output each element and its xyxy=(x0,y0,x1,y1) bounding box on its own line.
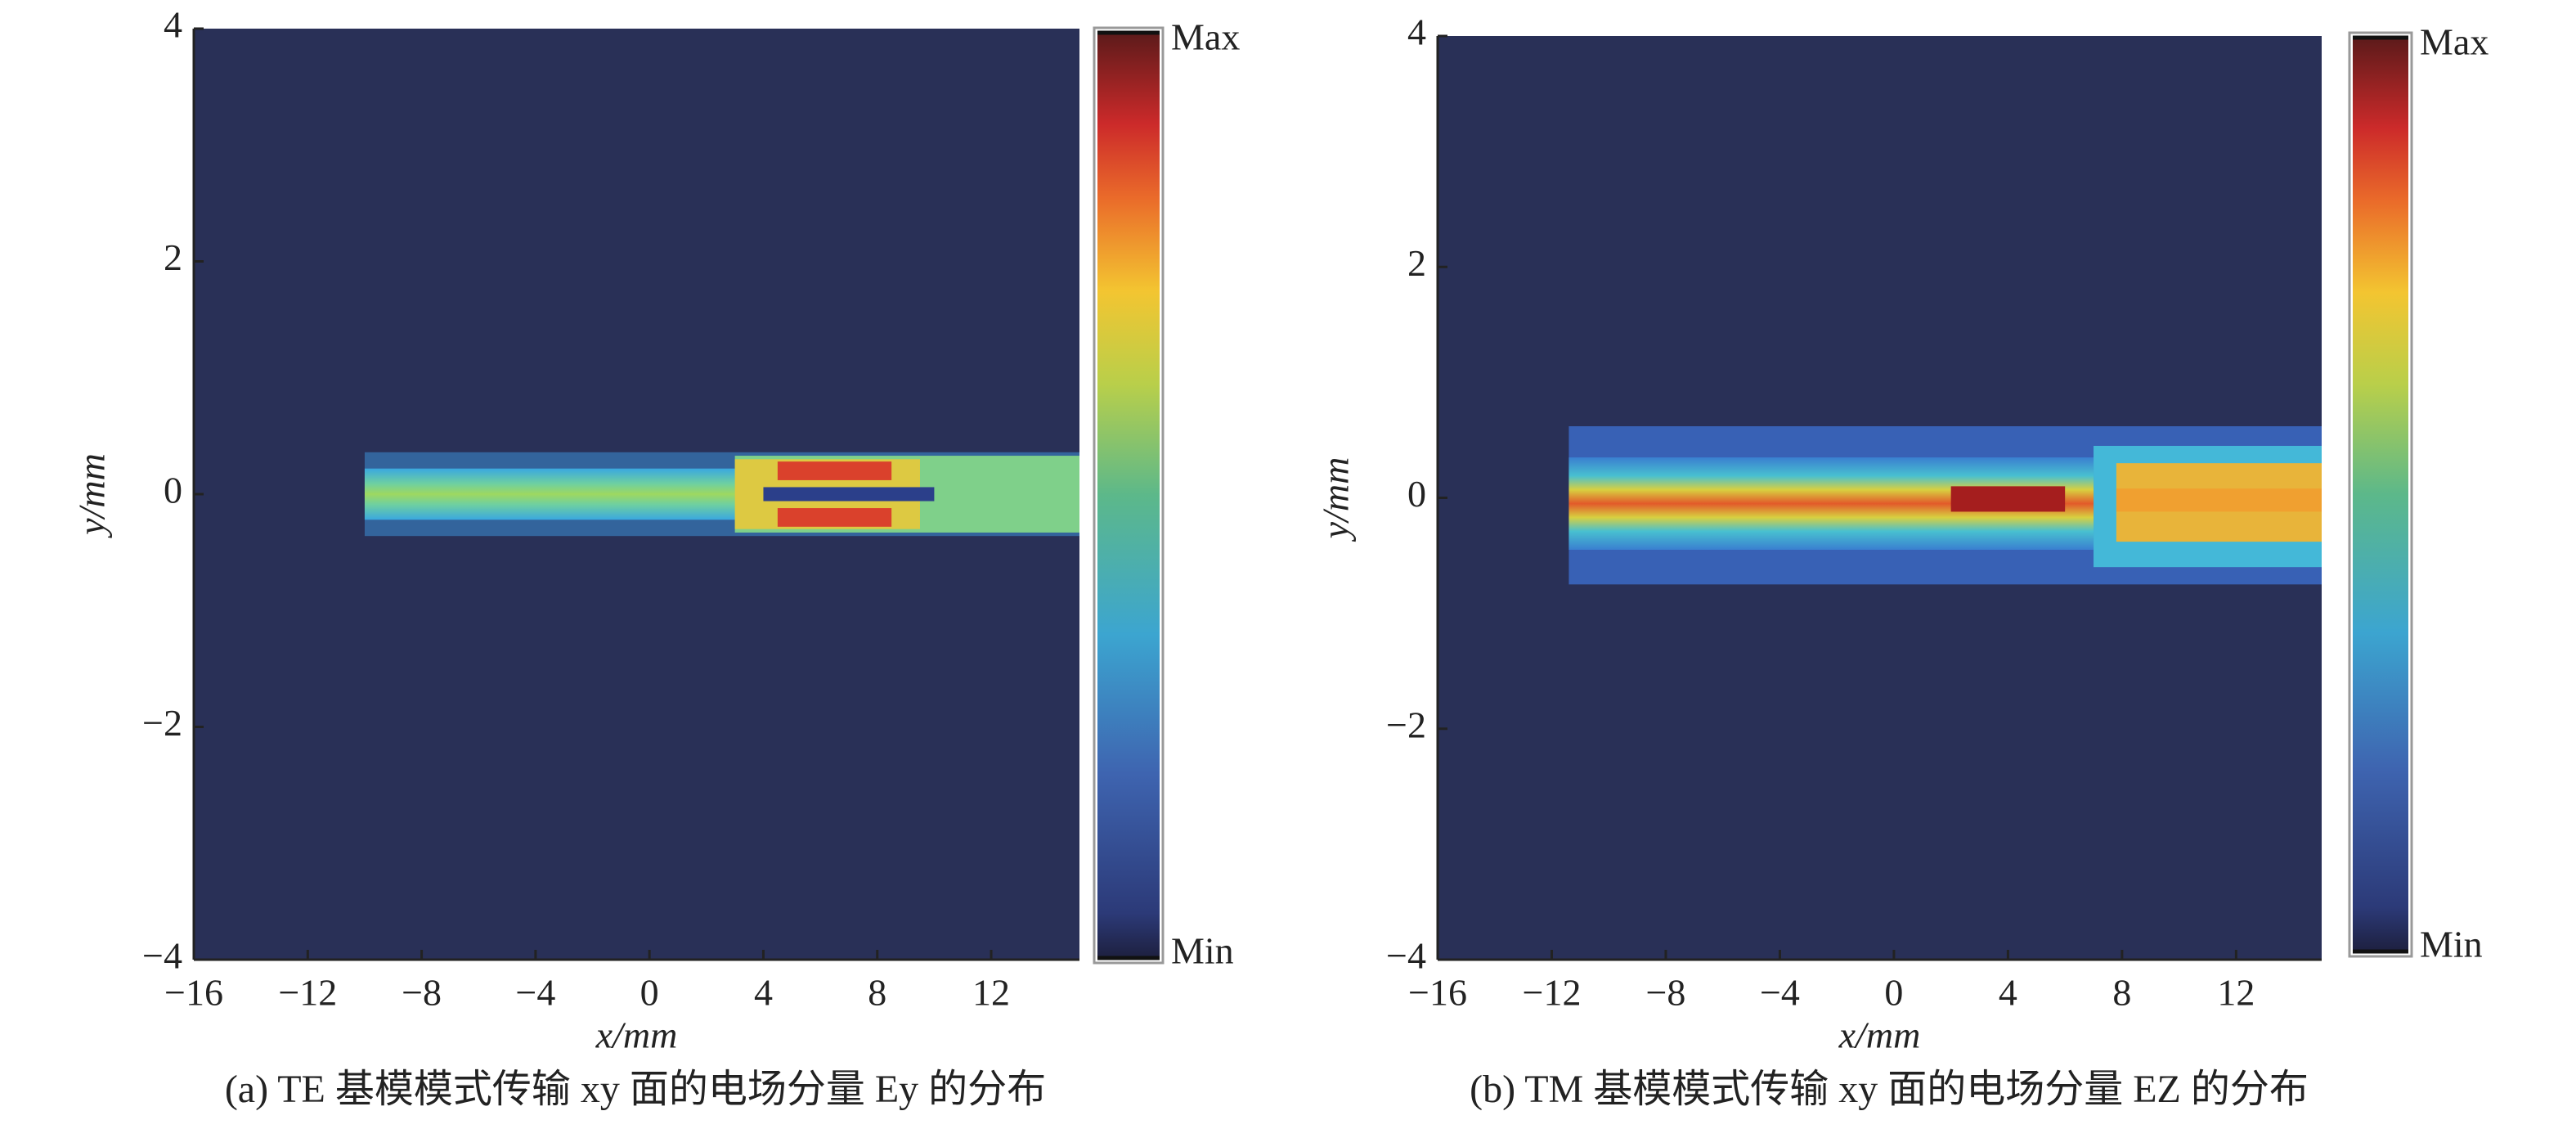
x-tick-label: −8 xyxy=(1645,972,1685,1014)
x-tick-label: 8 xyxy=(868,972,886,1014)
y-tick-label: 2 xyxy=(164,236,182,278)
colorbar-min-label: Min xyxy=(1171,930,1234,972)
x-tick-label: 8 xyxy=(2112,972,2131,1014)
y-tick-label: 4 xyxy=(1407,11,1426,53)
y-tick-label: −2 xyxy=(142,702,182,744)
x-tick-label: −12 xyxy=(1523,972,1582,1014)
x-tick-label: 0 xyxy=(640,972,659,1014)
x-tick-label: −4 xyxy=(515,972,555,1014)
x-tick-label: 0 xyxy=(1884,972,1903,1014)
colorbar-max-label: Max xyxy=(2420,21,2488,63)
colorbar-max-label: Max xyxy=(1171,16,1240,58)
field-region xyxy=(777,508,892,527)
y-axis-label: y/mm xyxy=(1315,457,1357,542)
y-tick-label: −2 xyxy=(1386,704,1426,745)
y-tick-label: 0 xyxy=(1407,473,1426,515)
y-tick-label: −4 xyxy=(142,935,182,977)
colorbar xyxy=(2353,36,2408,953)
x-axis-label: x/mm xyxy=(595,1014,678,1056)
field-region xyxy=(1950,486,2066,512)
field-region xyxy=(2116,488,2322,512)
x-axis-label: x/mm xyxy=(1838,1014,1921,1056)
x-tick-label: 4 xyxy=(1999,972,2017,1014)
x-tick-label: 12 xyxy=(972,972,1010,1014)
x-tick-label: 4 xyxy=(754,972,773,1014)
x-tick-label: −4 xyxy=(1760,972,1800,1014)
y-tick-label: 0 xyxy=(164,470,182,511)
x-tick-label: −8 xyxy=(402,972,442,1014)
colorbar-min-label: Min xyxy=(2420,924,2483,965)
x-tick-label: −12 xyxy=(278,972,337,1014)
x-tick-label: −16 xyxy=(164,972,223,1014)
y-axis-label: y/mm xyxy=(71,453,113,538)
caption: (b) TM 基模模式传输 xy 面的电场分量 EZ 的分布 xyxy=(1470,1068,2309,1111)
chart-panel: −16 −12 −8 −4 0 4 8 12 −4 −2 0 2 4 x/mm y/mm Max Min (a) … xyxy=(71,4,1241,1111)
colorbar xyxy=(1097,31,1160,960)
y-tick-label: −4 xyxy=(1386,935,1426,977)
x-tick-label: −16 xyxy=(1408,972,1467,1014)
chart-panel: −16 −12 −8 −4 0 4 8 12 −4 −2 0 2 4 x/mm y/mm Max Min (b) … xyxy=(1315,11,2489,1111)
y-tick-label: 2 xyxy=(1407,242,1426,284)
y-tick-label: 4 xyxy=(164,4,182,46)
field-region xyxy=(763,487,935,502)
field-region xyxy=(777,461,892,480)
caption: (a) TE 基模模式传输 xy 面的电场分量 Ey 的分布 xyxy=(225,1068,1046,1111)
x-tick-label: 12 xyxy=(2217,972,2255,1014)
